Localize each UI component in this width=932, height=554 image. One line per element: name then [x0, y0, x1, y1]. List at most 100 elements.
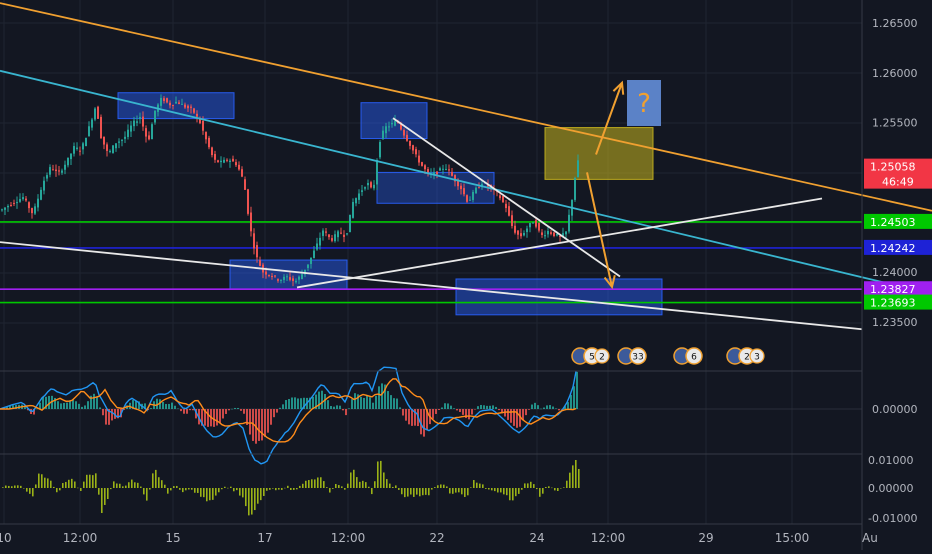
macd-hist-bar: [468, 409, 470, 420]
candle: [274, 274, 276, 278]
time-axis[interactable]: 10 12:00 15 17 12:00 22 24 12:00 29 15:00 Au: [0, 531, 878, 545]
candle-body: [112, 145, 114, 154]
candle-body: [382, 130, 384, 139]
macd-hist-bar: [171, 402, 173, 409]
hist-bar: [401, 488, 403, 495]
candle: [16, 196, 18, 209]
hist-bar: [44, 477, 46, 488]
candle: [325, 228, 327, 237]
macd-hist-bar: [372, 402, 374, 409]
hist-bar: [548, 486, 550, 488]
macd-hist-bar: [444, 403, 446, 409]
candle: [211, 146, 213, 158]
question-mark: ?: [637, 89, 651, 119]
macd-hist-bar: [54, 397, 56, 409]
candle-body: [331, 238, 333, 241]
last-price-label: 1.25058 46:49: [864, 158, 932, 189]
macd-hist-bar: [270, 409, 272, 425]
candle: [301, 269, 303, 280]
candle-body: [274, 275, 276, 277]
hist-bar: [389, 483, 391, 488]
event-badges[interactable]: 5 2 33 6 2 3: [571, 347, 765, 365]
hist-bar: [215, 488, 217, 496]
candle-body: [283, 276, 285, 280]
candle-body: [385, 126, 387, 134]
hist-bar: [491, 488, 493, 491]
hist-bar: [95, 473, 97, 488]
candle-body: [460, 185, 462, 190]
event-count-2: 3: [754, 353, 760, 363]
hist-bar: [29, 488, 31, 494]
macd-hist-bar: [99, 407, 101, 409]
event-us-6[interactable]: 6: [673, 347, 703, 365]
hist-bar: [269, 488, 271, 490]
hist-bar: [434, 487, 436, 488]
candle-body: [553, 232, 555, 237]
hist-bar: [122, 486, 124, 488]
macd-hist-bar: [546, 405, 548, 409]
hist-bar: [80, 488, 82, 491]
hist-bar: [302, 483, 304, 488]
hist-bar: [164, 484, 166, 488]
macd-hist-bar: [321, 390, 323, 409]
macd-pane: [0, 366, 862, 465]
candlestick-series: [1, 94, 579, 287]
candle-body: [565, 231, 567, 235]
hist-bar: [263, 488, 265, 496]
candle-body: [469, 199, 471, 201]
hist-bar: [383, 472, 385, 488]
candle-body: [556, 233, 558, 236]
candle: [121, 139, 123, 147]
event-gb-33[interactable]: 33: [617, 347, 647, 365]
candle: [514, 220, 516, 235]
macd-hist-bar: [387, 391, 389, 409]
macd-hist-bar: [486, 405, 488, 409]
macd-hist-bar: [231, 408, 233, 410]
time-tick-label: 12:00: [591, 531, 626, 545]
hist-bar: [353, 469, 355, 488]
macd-hist-bar: [555, 408, 557, 409]
candle-body: [289, 277, 291, 280]
hist-bar: [188, 488, 190, 490]
candle: [346, 233, 348, 236]
candle: [40, 187, 42, 201]
hist-bar: [308, 480, 310, 488]
hist-bar: [374, 481, 376, 488]
hist-bar: [272, 488, 274, 489]
macd-hist-bar: [201, 409, 203, 426]
candle-body: [19, 199, 21, 202]
candle-body: [40, 189, 42, 200]
hist-bar: [170, 488, 172, 491]
candle: [322, 228, 324, 241]
candle: [370, 180, 372, 189]
candle: [337, 229, 339, 242]
candle: [82, 141, 84, 155]
macd-hist-bar: [12, 405, 14, 409]
macd-hist-bar: [69, 400, 71, 409]
macd-hist-bar: [51, 395, 53, 409]
candle-body: [52, 169, 54, 171]
count-bubble: [685, 347, 703, 365]
candle: [145, 125, 147, 143]
candle: [127, 124, 129, 140]
macd-hist-bar: [42, 396, 44, 409]
candle: [229, 158, 231, 168]
candle-body: [214, 154, 216, 160]
candle: [133, 116, 135, 132]
candle: [340, 227, 342, 235]
hist-bar: [299, 485, 301, 488]
candle: [328, 233, 330, 240]
candle-body: [16, 202, 18, 204]
candle: [382, 126, 384, 140]
candle: [187, 104, 189, 112]
candle: [94, 107, 96, 122]
macd-hist-bar: [189, 409, 191, 411]
macd-hist-bar: [528, 409, 530, 410]
candle-body: [415, 149, 417, 155]
candle: [541, 229, 543, 238]
price-tick-label: 1.23500: [872, 316, 918, 329]
